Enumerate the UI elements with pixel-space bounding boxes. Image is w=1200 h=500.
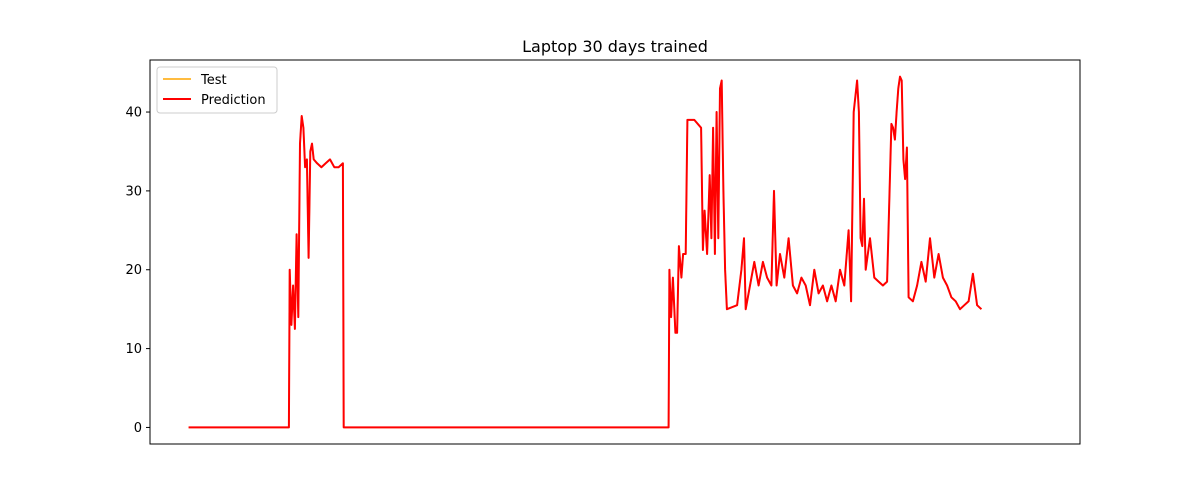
legend-label-test: Test [200,73,227,88]
y-axis: 0 10 20 30 40 [125,106,150,436]
series-layer [188,75,983,429]
y-tick-label: 0 [134,421,142,436]
chart-title: Laptop 30 days trained [522,37,708,56]
y-tick-label: 20 [125,263,142,278]
y-tick-label: 40 [125,106,142,121]
plot-frame [149,59,1081,445]
plot-area [150,60,1080,444]
y-tick-label: 10 [125,342,142,357]
legend: Test Prediction [156,66,278,114]
series-line-prediction [188,75,983,429]
y-tick-label: 30 [125,184,142,199]
legend-label-prediction: Prediction [201,93,266,108]
